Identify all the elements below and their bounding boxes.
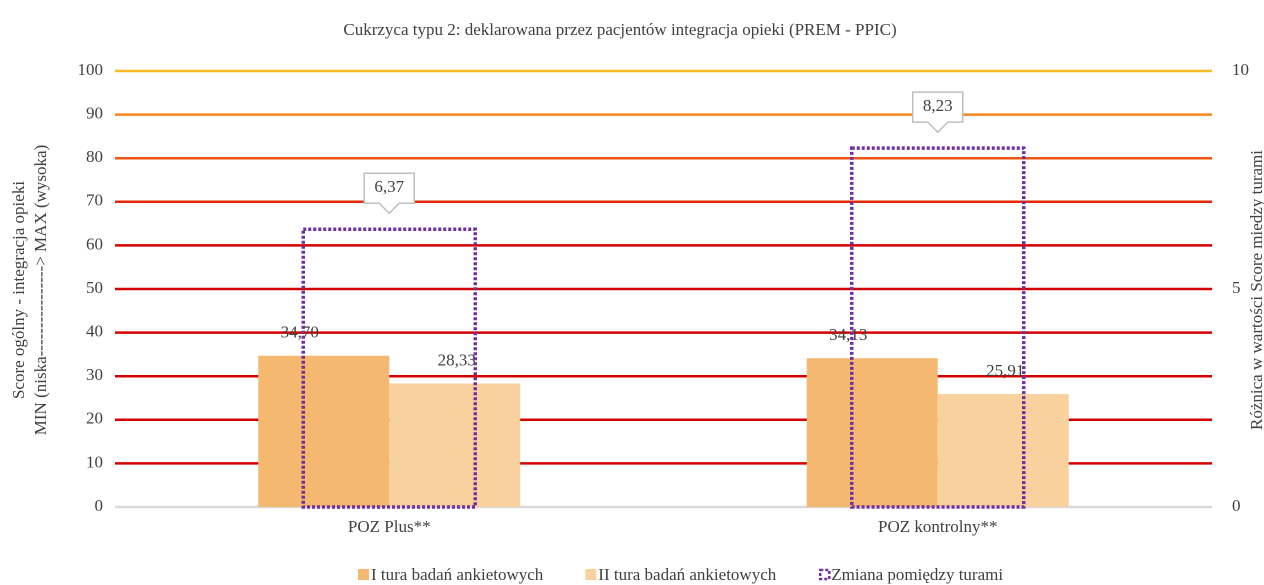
value-label: 6,37 xyxy=(374,177,404,196)
y2-axis-label: Różnica w wartości Score miedzy turami xyxy=(1247,150,1264,430)
y-tick-label: 50 xyxy=(86,278,103,297)
y2-tick-label: 5 xyxy=(1232,278,1241,297)
value-label: 8,23 xyxy=(923,96,953,115)
y-tick-label: 90 xyxy=(86,104,103,123)
value-label: 28,33 xyxy=(438,350,476,369)
y-tick-label: 30 xyxy=(86,365,103,384)
value-label: 25,91 xyxy=(986,361,1024,380)
bar xyxy=(806,358,938,507)
x-tick-label: POZ Plus** xyxy=(348,517,431,536)
legend-swatch xyxy=(585,569,597,580)
bar xyxy=(937,394,1069,507)
y-tick-label: 10 xyxy=(86,452,103,471)
bar xyxy=(389,383,521,507)
callout xyxy=(363,172,415,215)
chart-title: Cukrzyca typu 2: deklarowana przez pacje… xyxy=(343,20,896,39)
legend-label: II tura badań ankietowych xyxy=(598,565,776,584)
value-label: 34,13 xyxy=(829,325,867,344)
change-box xyxy=(301,227,477,509)
legend-label: I tura badań ankietowych xyxy=(371,565,544,584)
callout xyxy=(912,91,964,134)
y-tick-label: 40 xyxy=(86,322,103,341)
y-tick-label: 100 xyxy=(78,60,104,79)
value-label: 34,70 xyxy=(281,323,319,342)
legend-swatch xyxy=(819,568,831,581)
y-tick-label: 60 xyxy=(86,234,103,253)
y2-tick-label: 0 xyxy=(1232,496,1241,515)
legend-label: Zmiana pomiędzy turami xyxy=(831,565,1003,584)
y-axis-label: Score ogólny - integracja opieki xyxy=(9,181,28,399)
y-tick-label: 20 xyxy=(86,409,103,428)
x-tick-label: POZ kontrolny** xyxy=(878,517,997,536)
y-tick-label: 70 xyxy=(86,191,103,210)
y-axis-label: MIN (niska----------------> MAX (wysoka) xyxy=(31,145,50,435)
y-tick-label: 0 xyxy=(95,496,104,515)
y2-tick-label: 10 xyxy=(1232,60,1249,79)
bar xyxy=(258,355,390,507)
y-tick-label: 80 xyxy=(86,147,103,166)
change-box xyxy=(850,146,1026,509)
legend-swatch xyxy=(358,569,369,580)
